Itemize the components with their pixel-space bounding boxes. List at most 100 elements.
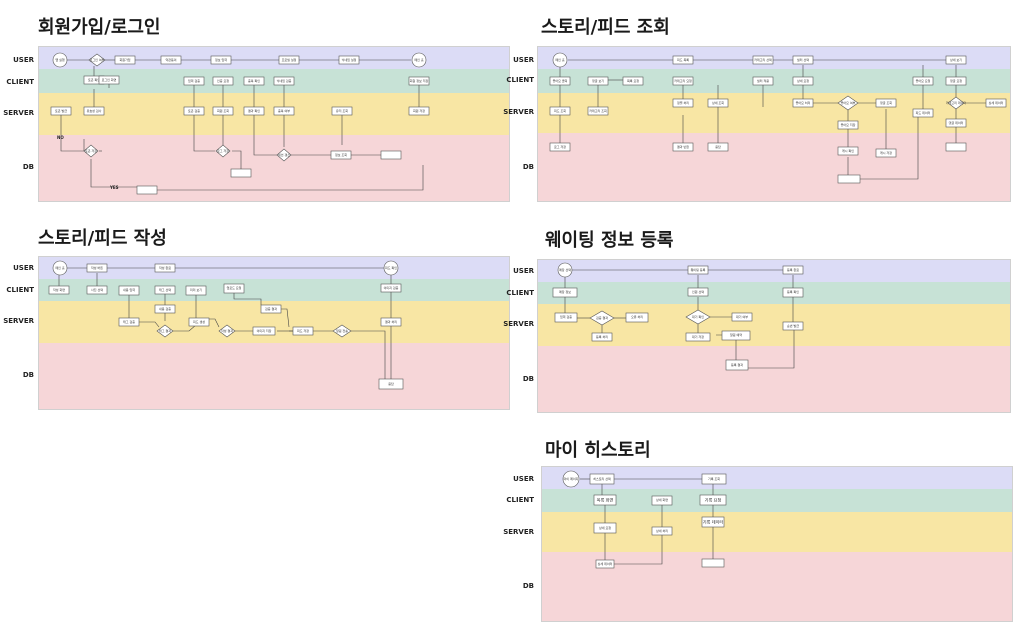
node-n8-label: 목록 요청 [627,78,639,83]
node-n4-label: 약관동의 [165,57,176,62]
node-n18-label: 이미지 저장 [257,328,272,333]
diagram-title-feedwrite: 스토리/피드 작성 [38,228,167,249]
node-n29-label: 캐시 확인 [842,148,854,153]
node-n5 [687,287,709,297]
lane-client [542,489,1012,512]
node-n3-label: 카테고리 선택 [754,57,772,62]
node-n6 [782,287,804,298]
lane-label-db: DB [522,582,534,590]
diagram-title-feedview: 스토리/피드 조회 [541,17,670,38]
node-n14 [273,76,295,86]
node-n28-label: 응답 [715,144,721,149]
node-n2 [672,55,694,65]
node-n3-label: 기록 조회 [708,476,720,481]
node-n15 [721,330,751,341]
node-n19 [212,106,234,116]
node-n15 [156,324,174,338]
node-n22 [947,96,965,110]
node-n12 [912,76,934,86]
diagram-title-waiting: 웨이팅 정보 등록 [545,230,674,251]
lane-label-client: CLIENT [6,286,34,294]
node-n18-label: 토큰 검증 [188,108,200,113]
node-n17-label: 작성 결과 [221,328,233,333]
node-n9-label: 기록 데이터 [703,519,724,526]
node-n1-label: 메인 홈 [555,57,564,62]
node-n6 [699,494,727,506]
node-n7 [554,312,578,323]
lane-label-client: CLIENT [506,496,534,504]
node-n2 [589,473,615,485]
node-n11 [731,312,753,322]
node-n21-label: 피드 데이터 [916,110,931,115]
node-n14-label: 태그 검증 [123,319,135,324]
node-n9-label: 카테고리 요청 [674,78,692,83]
node-n20 [875,98,897,108]
node-n9-label: 미리 보기 [190,287,202,292]
node-n11 [792,76,814,86]
node-n7-label: 닉네임 설정 [342,57,357,62]
node-n17 [707,98,729,108]
node-n19 [837,95,859,111]
node-n2-label: 작성 버튼 [91,265,103,270]
lane-label-server: SERVER [3,109,34,117]
lane-user [538,260,1010,282]
node-n7 [587,76,609,86]
node-n8-label: 메인 홈 [414,57,423,62]
node-n16-label: 피드 생성 [193,319,205,324]
board-feedwrite: 메인 홈 작성 버튼 작성 완료 피드 확인 작성 화면 사진 선택 내용 입력… [38,256,510,410]
node-n6 [86,285,108,295]
node-n10-label: 업로드 요청 [227,285,242,290]
node-n6-label: 프로필 설정 [282,57,297,62]
node-n12 [212,76,234,86]
lane-label-user: USER [13,56,34,64]
node-n29 [230,168,252,178]
node-n22-label: 응답 [388,381,394,386]
node-n20-label: 알림 전송 [336,328,348,333]
node-n25-label: 댓글 데이터 [949,120,964,125]
node-n5-label: 작성 화면 [53,287,65,292]
lane-label-client: CLIENT [506,76,534,84]
node-n7-label: 입력 검증 [560,314,572,319]
lane-server [538,304,1010,346]
node-n24-label: 좋아요 저장 [841,122,856,127]
lane-label-user: USER [513,267,534,275]
node-n21 [273,106,295,116]
node-n1 [52,260,68,276]
node-n3 [782,265,804,275]
edges [564,269,795,369]
node-n22-label: 유저 조회 [336,108,348,113]
node-n17-label: 상세 조회 [712,100,724,105]
node-n3 [114,55,136,65]
node-n15-label: 태그 결과 [159,328,171,333]
node-n19-label: 회원 조회 [217,108,229,113]
node-n8-label: 태그 선택 [159,287,171,292]
node-n16-label: 등록 결과 [731,362,743,367]
node-n19-label: 좋아요 여부 [841,100,856,105]
node-n10-label: 상세 데이터 [598,561,613,566]
node-n26 [276,148,292,162]
node-n5 [651,495,673,506]
lane-db [542,552,1012,621]
node-n15-label: 회원 정보 저장 [410,78,429,83]
node-n18 [183,106,205,116]
node-n6 [278,55,300,65]
node-n4 [792,55,814,65]
node-n2-label: 로그인 여부 [90,57,105,62]
edges [58,267,392,384]
node-n2-label: 히스토리 선택 [593,476,611,481]
lane-label-client: CLIENT [6,78,34,86]
node-n13 [591,332,613,342]
node-n27-label: 정보 조회 [335,152,347,157]
node-n17-label: 유효성 검사 [87,108,102,113]
edge-label-yes: YES [109,185,119,190]
node-n4-label: 목록 화면 [597,497,614,504]
node-n3 [154,263,176,273]
node-n11 [183,76,205,86]
node-n5 [210,55,232,65]
node-n23 [408,106,430,116]
nodes: 메인 홈 피드 목록 카테고리 선택 필터 선택 상세 보기 좋아요 클릭 댓글… [549,52,1007,184]
node-n1-label: 앱 실행 [55,57,64,62]
board-signup: 앱 실행 로그인 여부 회원가입 약관동의 정보 입력 프로필 설정 닉네임 설… [38,46,510,202]
node-n20-label: 댓글 조회 [880,100,892,105]
node-n22-label: 카테고리 데이터 [946,100,967,105]
